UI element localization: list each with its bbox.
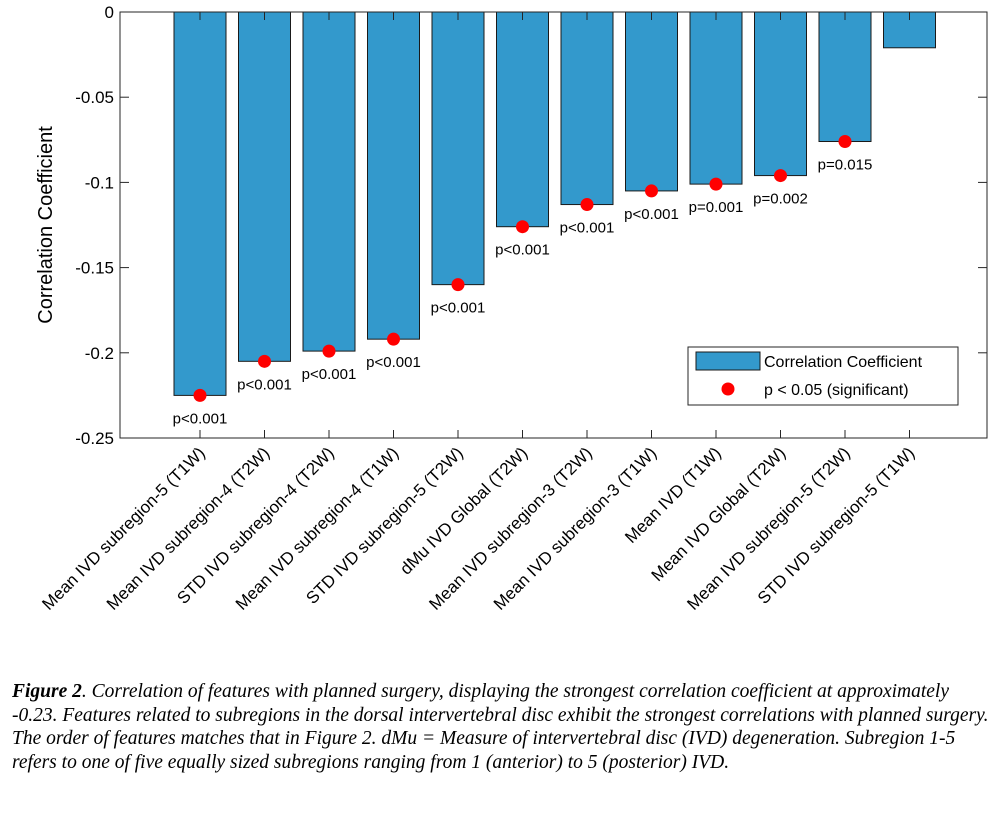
bar <box>625 11 678 192</box>
significance-marker <box>516 220 529 234</box>
p-value-label: p<0.001 <box>431 300 486 317</box>
markers-group <box>193 135 852 402</box>
y-tick-label: -0.2 <box>85 344 114 363</box>
significance-marker <box>774 169 787 183</box>
significance-marker <box>580 198 594 212</box>
figure-label: Figure 2 <box>12 681 82 702</box>
legend-marker-swatch <box>721 382 735 396</box>
figure-caption-text: . Correlation of features with planned s… <box>12 681 989 773</box>
bar <box>302 11 356 352</box>
p-value-label: p<0.001 <box>237 376 292 393</box>
p-value-labels: p<0.001 p<0.001 p<0.001 p<0.001 p<0.001 p<0.0… <box>173 157 873 428</box>
y-tick-label: 0 <box>105 3 114 22</box>
bar <box>173 11 227 396</box>
p-value-label: p<0.001 <box>560 220 615 237</box>
significance-marker <box>451 278 465 292</box>
p-value-label: p<0.001 <box>366 354 421 371</box>
x-tick-label: dMu IVD Global (T2W) <box>396 443 531 578</box>
y-tick-label: -0.15 <box>75 259 114 278</box>
bar <box>367 11 420 340</box>
y-tick-label: -0.25 <box>75 429 114 448</box>
significance-marker <box>387 332 400 346</box>
x-tick-label: Mean IVD Global (T2W) <box>648 443 790 585</box>
bar <box>238 11 291 362</box>
significance-marker <box>258 354 271 368</box>
bar <box>560 11 614 206</box>
p-value-label: p<0.001 <box>302 366 357 383</box>
y-tick-label: -0.05 <box>75 88 114 107</box>
p-value-label: p<0.001 <box>624 206 679 223</box>
axes-box <box>119 11 988 439</box>
p-value-label: p<0.001 <box>495 242 550 259</box>
legend-entry-significant: p < 0.05 (significant) <box>764 382 909 399</box>
significance-marker <box>193 388 207 402</box>
significance-marker <box>645 184 658 198</box>
p-value-label: p=0.001 <box>689 199 744 216</box>
y-axis-label: Correlation Coefficient <box>35 126 57 324</box>
p-value-label: p<0.001 <box>173 410 228 427</box>
bar <box>431 11 485 286</box>
y-axis-ticks: 0 -0.05 -0.1 -0.15 -0.2 -0.25 <box>75 3 987 448</box>
bars-group <box>173 11 936 396</box>
bar <box>818 11 872 143</box>
legend: Correlation Coefficient p < 0.05 (signif… <box>687 346 959 406</box>
bar <box>689 11 743 185</box>
figure-caption: Figure 2. Correlation of features with p… <box>12 680 997 774</box>
significance-marker <box>838 135 852 149</box>
legend-entry-correlation: Correlation Coefficient <box>764 354 923 371</box>
y-tick-label: -0.1 <box>85 173 114 192</box>
p-value-label: p=0.015 <box>818 157 873 174</box>
bar-chart: p<0.001 p<0.001 p<0.001 p<0.001 p<0.001 p<0.0… <box>35 3 988 614</box>
significance-marker <box>709 177 723 191</box>
p-value-label: p=0.002 <box>753 191 808 208</box>
significance-marker <box>322 344 336 358</box>
legend-bar-swatch <box>695 351 761 371</box>
bar <box>496 11 549 228</box>
bar <box>754 11 807 177</box>
